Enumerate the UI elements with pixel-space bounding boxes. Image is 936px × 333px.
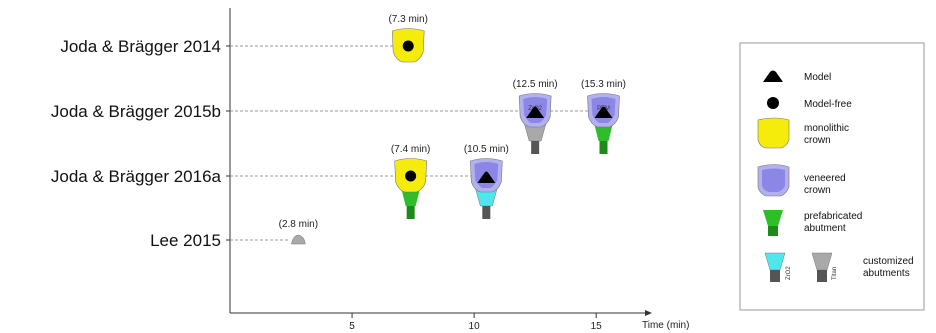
legend-item-customized: ZrO2 Titan customized abutments [764, 252, 914, 282]
screw-mark [531, 141, 540, 154]
prefabricated-abutment-mark [594, 125, 613, 141]
chart-marks: (7.3 min) ZrO2(12.5 min) PFM(15.3 min) (7.4… [279, 14, 626, 245]
legend-label-veneered-2: crown [804, 185, 831, 196]
x-tick-label: 5 [349, 321, 355, 332]
data-point: (10.5 min) [464, 144, 509, 219]
model-free-mark [405, 170, 417, 182]
screw-mark [599, 141, 608, 154]
legend-label-monolithic-1: monolithic [804, 123, 849, 134]
model-mark [477, 171, 496, 183]
model-free-icon [767, 97, 779, 109]
data-point: ZrO2(12.5 min) [513, 79, 558, 154]
legend-item-veneered: veneered crown [757, 164, 846, 197]
legend-label-customized-2: abutments [863, 268, 910, 279]
legend-item-model: Model [763, 70, 831, 83]
legend-item-model-free: Model-free [767, 97, 852, 110]
data-point: (7.4 min) [391, 144, 430, 219]
category-label: Lee 2015 [150, 231, 221, 250]
data-point: PFM(15.3 min) [581, 79, 626, 154]
model-mark [526, 106, 545, 118]
time-label: (12.5 min) [513, 79, 558, 90]
x-tick-label: 15 [591, 321, 603, 332]
screw-mark [406, 206, 415, 219]
legend-item-prefabricated: prefabricated abutment [763, 210, 862, 236]
legend-label-veneered-1: veneered [804, 173, 846, 184]
x-ticks: 5 10 15 [349, 313, 602, 332]
screw-mark [482, 206, 491, 219]
legend-item-monolithic: monolithic crown [757, 117, 849, 149]
model-icon [763, 70, 783, 82]
veneered-core-icon [762, 168, 785, 192]
category-label: Joda & Brägger 2014 [60, 37, 221, 56]
prefabricated-abutment-icon [763, 210, 783, 226]
prefabricated-screw-icon [768, 226, 778, 236]
legend-label-titan: Titan [832, 267, 838, 280]
time-label: (15.3 min) [581, 79, 626, 90]
legend-label-prefabricated-2: abutment [804, 223, 846, 234]
model-mark [594, 106, 613, 118]
legend-label-model: Model [804, 72, 831, 83]
chart-plot-area: 5 10 15 Time (min) Joda & Brägger 2014Joda… [51, 8, 689, 332]
legend-label-customized-1: customized [863, 256, 914, 267]
legend: Model Model-free monolithic crown veneer… [739, 42, 925, 311]
category-label: Joda & Brägger 2015b [51, 102, 221, 121]
x-tick-label: 10 [469, 321, 481, 332]
time-label: (2.8 min) [279, 219, 318, 230]
monolithic-crown-icon [757, 117, 790, 149]
time-label: (10.5 min) [464, 144, 509, 155]
x-axis-arrow-icon [645, 310, 652, 316]
prefabricated-abutment-mark [401, 190, 420, 206]
time-label: (7.3 min) [388, 14, 427, 25]
x-axis-title: Time (min) [642, 320, 689, 331]
data-point: (2.8 min) [279, 219, 318, 245]
zro2-screw-icon [770, 270, 780, 282]
model-free-mark [402, 40, 414, 52]
time-label: (7.4 min) [391, 144, 430, 155]
legend-label-prefabricated-1: prefabricated [804, 211, 862, 222]
legend-label-model-free: Model-free [804, 99, 852, 110]
category-rows: Joda & Brägger 2014 Joda & Brägger 2015b J… [51, 37, 594, 250]
data-point: (7.3 min) [388, 14, 428, 63]
small-abutment-mark [291, 234, 306, 245]
legend-label-monolithic-2: crown [804, 135, 831, 146]
legend-label-zro2: ZrO2 [786, 266, 792, 280]
titan-screw-icon [817, 270, 827, 282]
category-label: Joda & Brägger 2016a [51, 167, 222, 186]
